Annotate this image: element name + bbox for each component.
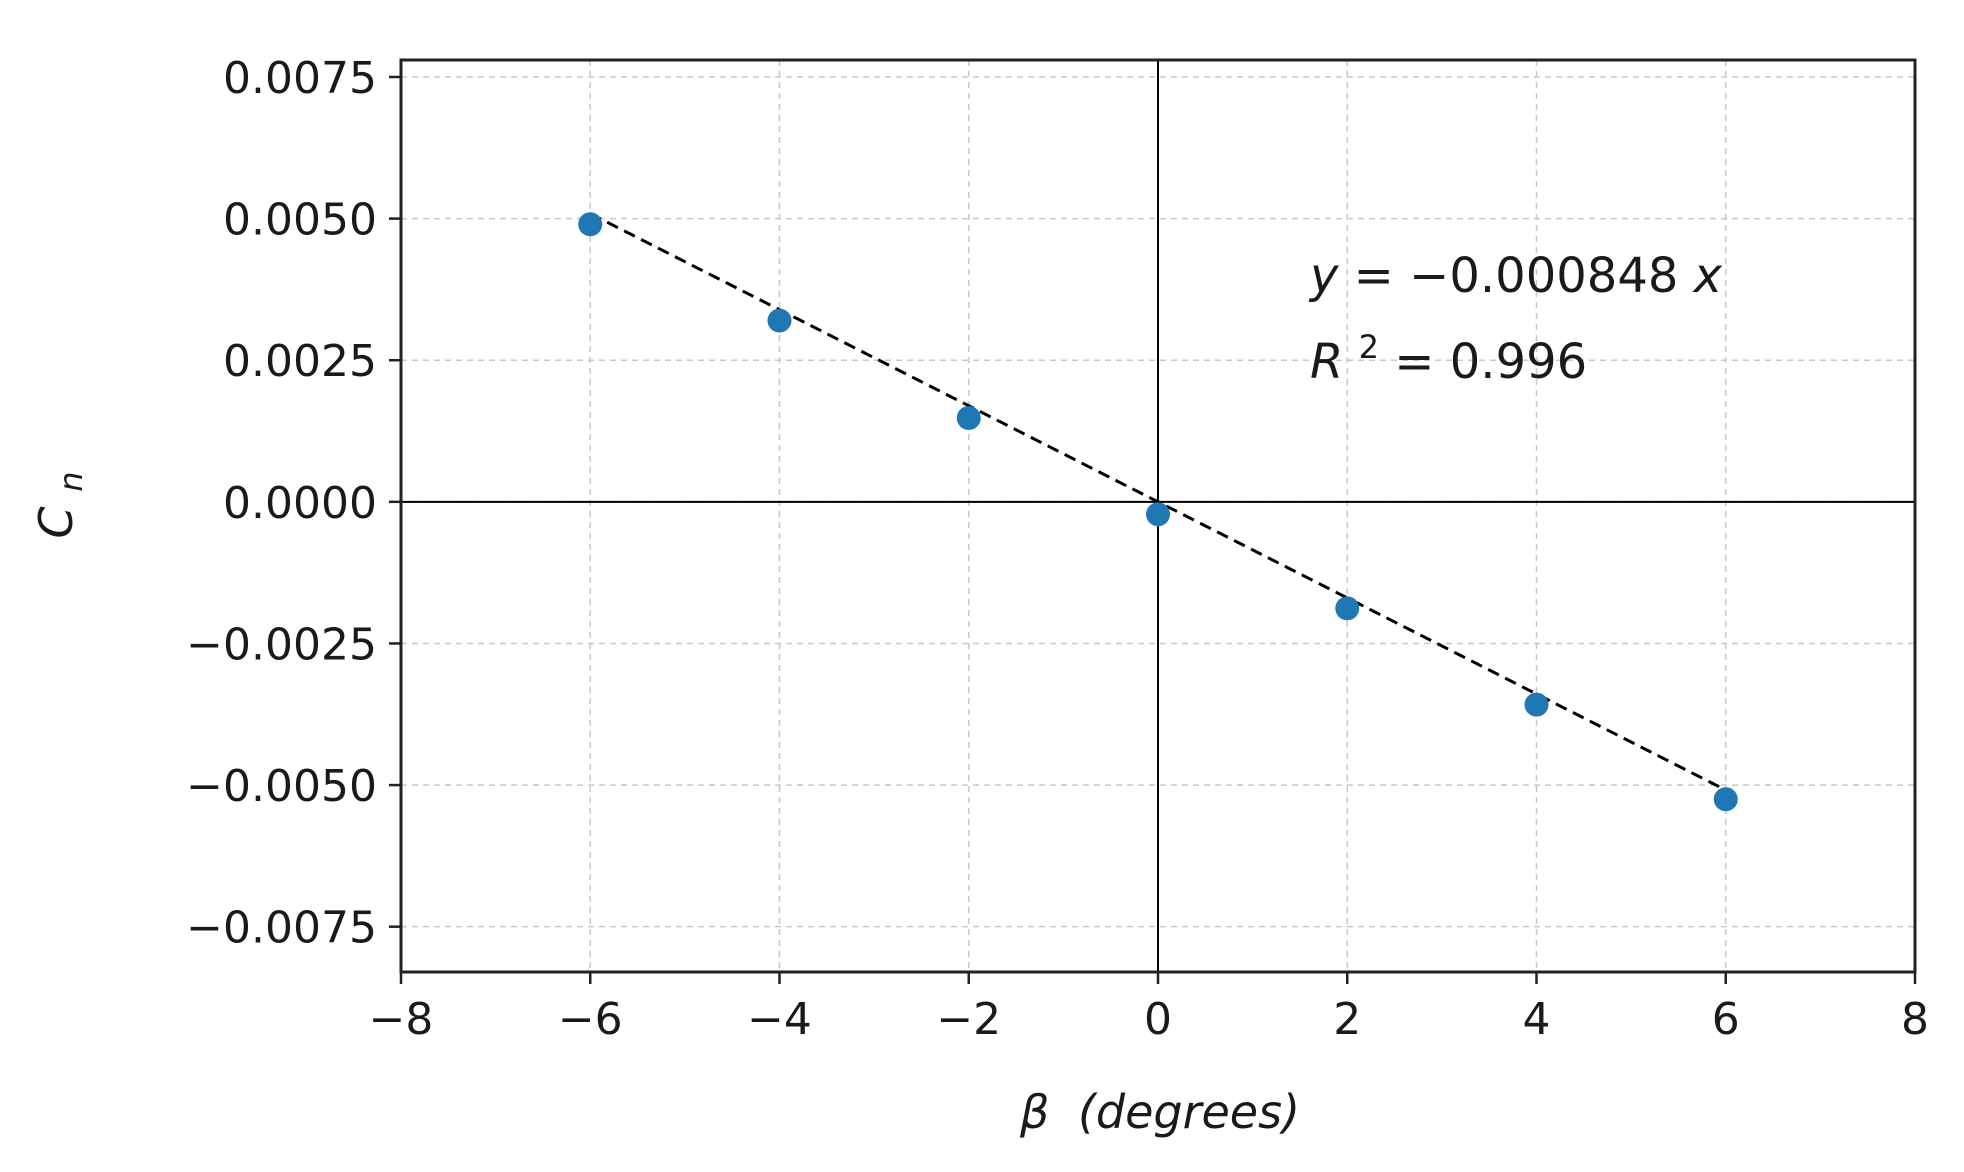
- x-axis-label-symbol: β: [1019, 1085, 1049, 1139]
- x-tick-label: 2: [1333, 994, 1361, 1045]
- x-tick-label: −8: [369, 994, 434, 1045]
- y-tick-label: 0.0025: [223, 336, 377, 387]
- y-axis-label-sub: n: [52, 471, 90, 491]
- data-point: [767, 308, 792, 333]
- x-tick-label: 0: [1144, 994, 1172, 1045]
- data-points: [578, 212, 1738, 812]
- x-tick-label: 4: [1523, 994, 1551, 1045]
- x-tick-label: −4: [747, 994, 812, 1045]
- annotation-y-var: y: [1308, 248, 1339, 304]
- annotation-r2: R 2 = 0.996: [1310, 314, 1587, 390]
- x-tick-label: −2: [936, 994, 1001, 1045]
- y-axis-label: C n: [29, 471, 90, 538]
- data-point: [578, 212, 603, 237]
- data-point: [1335, 596, 1360, 621]
- y-tick-label: 0.0050: [223, 195, 377, 246]
- x-axis-label-text: (degrees): [1078, 1085, 1300, 1139]
- annotation-equation: y = −0.000848 x: [1308, 248, 1723, 304]
- data-point: [1146, 502, 1170, 527]
- y-tick-label: −0.0025: [186, 619, 377, 670]
- annotation-x-var: x: [1692, 248, 1723, 304]
- x-tick-label: 8: [1901, 994, 1929, 1045]
- annotation-equation-value: = −0.000848: [1354, 248, 1679, 304]
- annotation-r2-value: = 0.996: [1394, 334, 1587, 390]
- x-tick-label: 6: [1712, 994, 1740, 1045]
- y-tick-label: −0.0075: [186, 903, 377, 954]
- x-tick-label: −6: [558, 994, 623, 1045]
- data-point: [956, 406, 981, 431]
- x-axis-label: β (degrees): [1019, 1085, 1300, 1139]
- data-point: [1524, 692, 1549, 717]
- x-axis-ticks: −8 −6 −4 −2 0 2 4 6 8: [369, 972, 1929, 1045]
- y-axis-ticks: 0.0075 0.0050 0.0025 0.0000 −0.0025 −0.0050 −0…: [186, 53, 401, 954]
- annotation-r-sup: 2: [1359, 328, 1379, 366]
- y-tick-label: 0.0075: [223, 53, 377, 104]
- y-tick-label: −0.0050: [186, 761, 377, 812]
- data-point: [1713, 787, 1738, 812]
- annotation-r-var: R: [1310, 334, 1343, 390]
- y-tick-label: 0.0000: [223, 478, 377, 529]
- y-axis-label-base: C: [29, 506, 83, 538]
